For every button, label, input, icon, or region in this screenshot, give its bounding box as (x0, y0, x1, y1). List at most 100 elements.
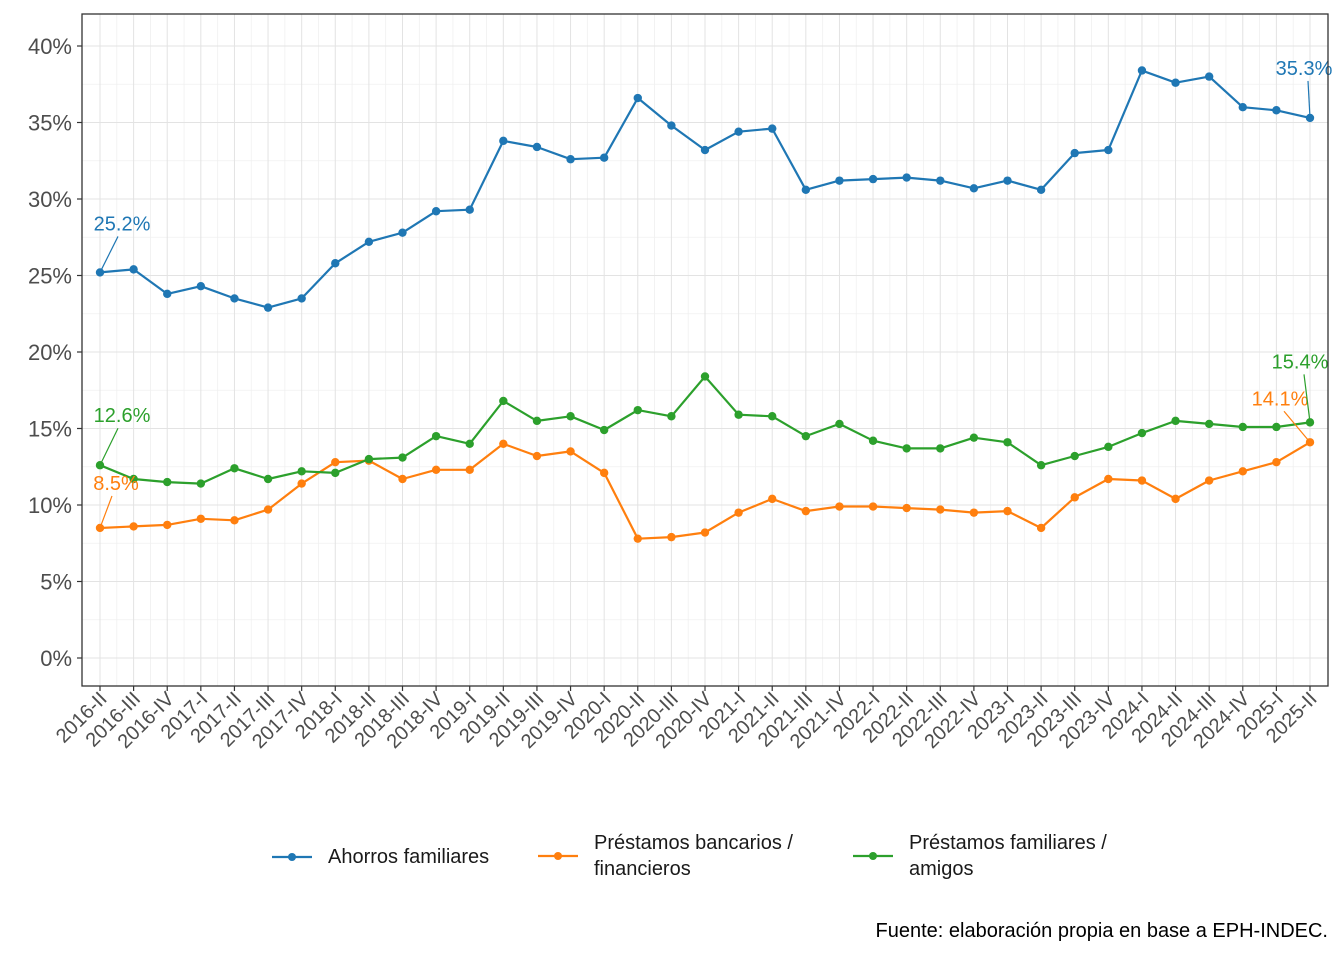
data-point (1171, 78, 1180, 87)
data-point (163, 520, 172, 530)
data-label-last: 15.4% (1272, 351, 1329, 373)
data-point (936, 444, 945, 453)
data-point (129, 265, 138, 274)
data-point (431, 207, 441, 216)
data-label-last: 35.3% (1276, 58, 1333, 80)
data-point (700, 145, 710, 155)
data-point (1171, 494, 1180, 504)
data-label-first: 12.6% (94, 405, 151, 427)
data-point (499, 136, 508, 146)
legend-item-ahorros: Ahorros familiares (270, 844, 489, 870)
data-point (398, 474, 407, 484)
legend-label-prestamos-familiares: Préstamos familiares / amigos (909, 832, 1107, 880)
data-point (465, 205, 474, 214)
data-point (868, 174, 878, 184)
data-point (1104, 145, 1113, 155)
data-point (599, 425, 609, 435)
y-tick-label: 20% (28, 340, 72, 365)
data-point (499, 439, 508, 448)
data-point (1238, 103, 1247, 112)
data-point (868, 436, 878, 445)
data-point (566, 447, 575, 456)
data-point (835, 419, 844, 429)
legend: Ahorros familiares Préstamos bancarios /… (0, 828, 1344, 888)
data-point (768, 124, 777, 133)
data-point (768, 494, 777, 504)
y-tick-label: 35% (28, 111, 72, 136)
label-leader (99, 495, 113, 529)
data-point (1137, 428, 1147, 438)
data-point (1003, 176, 1012, 185)
data-point (734, 410, 743, 419)
legend-label-prestamos-bancarios: Préstamos bancarios / financieros (594, 832, 793, 880)
data-point (969, 184, 979, 193)
data-point (1003, 506, 1012, 516)
data-point (431, 465, 441, 475)
data-point (1272, 457, 1281, 467)
data-point (936, 505, 945, 514)
minor-gridlines (82, 14, 1328, 686)
data-point (398, 228, 407, 237)
data-point (969, 433, 979, 442)
data-point (1272, 422, 1281, 432)
data-point (230, 516, 239, 525)
data-point (801, 185, 811, 195)
data-point (969, 508, 979, 517)
data-point (902, 444, 911, 453)
data-point (230, 294, 239, 303)
x-axis: 2016-II2016-III2016-IV2017-I2017-II2017-… (52, 686, 1322, 753)
legend-key-prestamos-familiares-point (869, 852, 877, 860)
data-point (1104, 442, 1113, 452)
data-point (398, 453, 407, 462)
y-tick-label: 5% (40, 570, 72, 595)
data-label-first: 8.5% (93, 473, 139, 495)
data-point (1104, 474, 1113, 484)
data-point (331, 457, 340, 467)
data-point (230, 464, 239, 473)
y-tick-label: 15% (28, 417, 72, 442)
data-point (196, 282, 206, 291)
legend-key-ahorros (272, 853, 312, 861)
data-point (1070, 451, 1079, 461)
major-gridlines (82, 14, 1328, 686)
data-point (700, 528, 710, 537)
data-point (1238, 422, 1247, 432)
data-point (667, 121, 676, 130)
data-point (1070, 493, 1079, 502)
data-point (163, 289, 172, 299)
data-point (331, 468, 340, 478)
data-point (196, 514, 206, 523)
data-point (499, 396, 508, 406)
data-point (801, 431, 811, 441)
data-point (196, 479, 206, 488)
data-label-first: 25.2% (94, 213, 151, 235)
data-point (633, 405, 642, 415)
legend-key-ahorros-point (288, 853, 296, 861)
y-tick-label: 0% (40, 646, 72, 671)
data-point (1204, 419, 1214, 429)
data-point (1204, 72, 1214, 81)
label-leader (99, 236, 119, 273)
data-point (263, 505, 273, 514)
data-point (532, 416, 542, 426)
label-leader (1307, 80, 1311, 118)
data-point (263, 303, 273, 312)
data-point (734, 127, 743, 136)
data-point (297, 467, 306, 476)
data-point (297, 294, 306, 303)
label-leader (1303, 374, 1311, 423)
data-point (566, 155, 575, 164)
data-point (599, 468, 609, 478)
data-point (129, 522, 138, 531)
data-point (331, 259, 340, 268)
source-caption: Fuente: elaboración propia en base a EPH… (875, 920, 1328, 942)
data-point (129, 474, 138, 484)
data-point (263, 474, 273, 484)
data-point (1137, 66, 1147, 75)
legend-key-prestamos-bancarios (538, 852, 578, 860)
data-point (700, 372, 710, 381)
data-point (667, 532, 676, 542)
data-point (1070, 148, 1079, 158)
data-point (1137, 476, 1147, 485)
data-point (1036, 185, 1046, 195)
